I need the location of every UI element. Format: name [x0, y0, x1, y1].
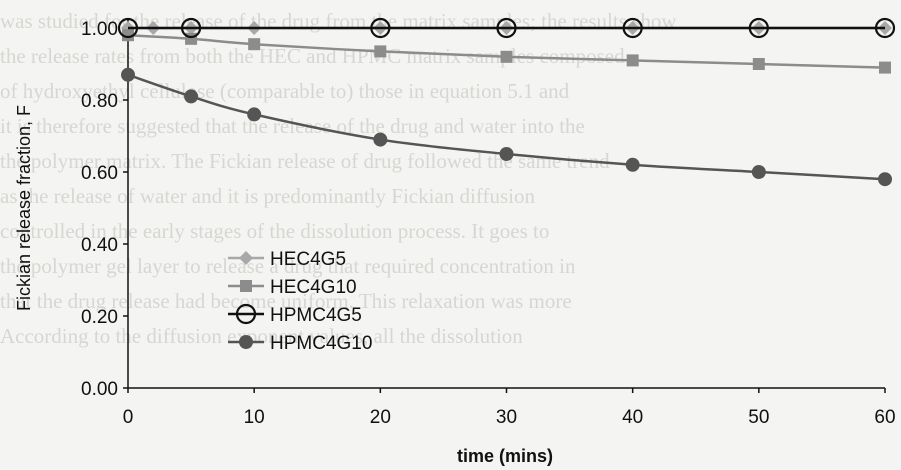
background-text-line: as the release of water and it is predom… [0, 184, 535, 208]
background-text-line: it is therefore suggested that the relea… [0, 114, 585, 138]
data-point [122, 29, 134, 42]
background-text-line: the polymer gel layer to release a drug … [0, 254, 576, 278]
legend-marker [235, 303, 257, 325]
data-point [180, 17, 202, 39]
y-tick-label: 0.60 [81, 163, 118, 184]
series-hec4g10 [122, 29, 891, 74]
data-point [625, 157, 640, 172]
legend-entry: HEC4G5 [228, 249, 346, 270]
background-text-line: that the drug release had become uniform… [0, 289, 572, 313]
series-hpmc4g5 [117, 17, 896, 39]
data-point [874, 17, 896, 39]
x-tick-label: 20 [370, 407, 391, 428]
data-point [496, 17, 517, 39]
y-tick-label: 0.20 [81, 307, 118, 328]
legend-marker [239, 251, 253, 265]
x-axis-title: time (mins) [457, 446, 553, 466]
data-point [748, 17, 769, 39]
x-tick-label: 60 [874, 407, 895, 428]
x-tick-label: 0 [123, 407, 134, 428]
series-hpmc4g10 [121, 67, 892, 187]
legend-marker [240, 280, 252, 292]
legend-label: HPMC4G10 [270, 333, 372, 354]
data-point [499, 147, 514, 161]
data-point [622, 17, 643, 39]
data-point [185, 32, 198, 45]
x-tick-label: 40 [622, 407, 643, 428]
legend-label: HEC4G5 [270, 249, 346, 270]
background-text-line: According to the diffusion exponent valu… [0, 324, 523, 348]
series-layer [117, 17, 896, 187]
legend-entry: HPMC4G5 [228, 303, 362, 326]
x-tick-label: 50 [748, 407, 769, 428]
data-point [248, 38, 261, 51]
data-point [370, 17, 391, 39]
background-text-line: controlled in the early stages of the di… [0, 219, 550, 243]
y-tick-label: 0.80 [81, 91, 118, 112]
data-point [879, 61, 891, 74]
data-point [184, 89, 199, 104]
legend-label: HPMC4G5 [270, 305, 362, 326]
legend-label: HEC4G10 [270, 277, 357, 298]
legend: HEC4G5 HEC4G10 HPMC4G5 HPMC4G10 [228, 249, 372, 354]
background-text-line: of hydroxyethyl cellulose (comparable to… [0, 79, 570, 103]
legend-marker [239, 335, 253, 349]
y-tick-label: 0.00 [81, 379, 118, 400]
y-tick-label: 1.00 [81, 19, 118, 40]
data-point [374, 45, 387, 58]
data-point [500, 50, 513, 63]
legend-entry: HPMC4G10 [228, 333, 372, 354]
legend-entry: HEC4G10 [228, 277, 357, 298]
data-point [373, 132, 388, 147]
data-point [878, 172, 892, 187]
data-point [751, 165, 766, 179]
data-point [117, 17, 139, 39]
x-tick-label: 10 [244, 407, 265, 428]
y-tick-label: 0.40 [81, 235, 118, 256]
series-line [127, 73, 886, 181]
axes: 0.00 0.20 0.40 0.60 0.80 1.00 0 10 20 30 40 50 60 [81, 19, 896, 428]
x-tick-label: 30 [496, 407, 517, 428]
y-axis-title: Fickian release fraction, F [14, 105, 34, 311]
data-point [626, 54, 639, 67]
data-point [247, 107, 262, 122]
data-point [752, 58, 765, 70]
data-point [121, 67, 135, 82]
